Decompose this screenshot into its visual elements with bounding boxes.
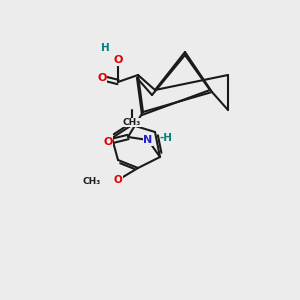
Text: CH₃: CH₃ xyxy=(123,118,141,127)
Text: O: O xyxy=(103,137,113,147)
Text: O: O xyxy=(97,73,107,83)
Text: H: H xyxy=(100,43,109,53)
Text: N: N xyxy=(143,135,153,145)
Text: CH₃: CH₃ xyxy=(83,178,101,187)
Text: -H: -H xyxy=(160,133,173,143)
Text: O: O xyxy=(113,55,123,65)
Text: O: O xyxy=(114,175,122,185)
